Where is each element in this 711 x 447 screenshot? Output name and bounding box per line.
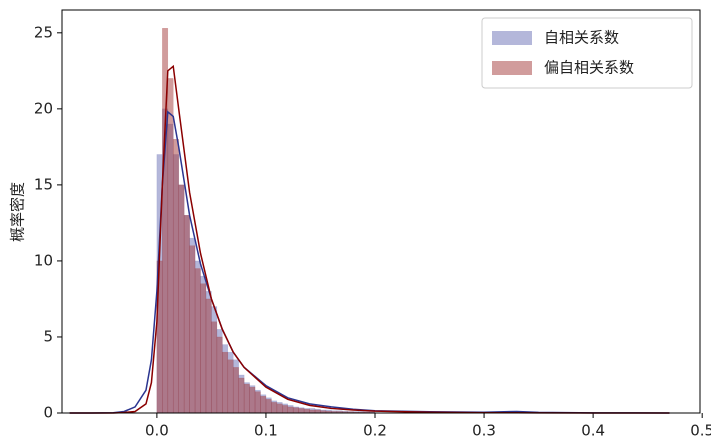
hist-bar bbox=[194, 268, 201, 414]
x-tick-label: 0.1 bbox=[254, 422, 278, 440]
hist-bar bbox=[183, 215, 190, 414]
hist-bar bbox=[189, 245, 196, 414]
legend-label: 自相关系数 bbox=[544, 29, 619, 47]
hist-bar bbox=[222, 351, 229, 414]
hist-bar bbox=[265, 399, 272, 414]
legend-box bbox=[481, 17, 693, 89]
hist-bar bbox=[205, 298, 212, 414]
hist-bar bbox=[260, 396, 267, 414]
hist-bar bbox=[178, 184, 185, 414]
y-tick-label: 25 bbox=[34, 23, 53, 41]
hist-bar bbox=[282, 405, 289, 414]
hist-bar bbox=[303, 408, 310, 414]
hist-bar bbox=[271, 402, 278, 414]
hist-bar bbox=[232, 367, 239, 414]
y-tick-label: 10 bbox=[34, 251, 53, 269]
x-tick-label: 0.3 bbox=[472, 422, 496, 440]
y-tick-label: 5 bbox=[43, 327, 53, 345]
kde-line bbox=[69, 64, 670, 414]
y-tick-label: 0 bbox=[43, 404, 53, 422]
x-tick-label: 0.0 bbox=[145, 422, 169, 440]
hist-bar bbox=[287, 406, 294, 414]
hist-bar bbox=[211, 321, 218, 414]
hist-bar bbox=[227, 359, 234, 414]
hist-bar bbox=[249, 386, 256, 414]
hist-bar bbox=[200, 283, 207, 414]
x-tick-label: 0.2 bbox=[363, 422, 387, 440]
hist-bar bbox=[243, 383, 250, 414]
x-tick-label: 0.5 bbox=[690, 422, 711, 440]
hist-bar bbox=[254, 391, 261, 414]
hist-bar bbox=[238, 377, 245, 414]
y-tick-label: 15 bbox=[34, 175, 53, 193]
hist-bar bbox=[216, 336, 223, 414]
y-axis-label: 概率密度 bbox=[9, 182, 27, 242]
legend-swatch bbox=[492, 61, 532, 75]
hist-bar bbox=[292, 407, 299, 414]
legend-swatch bbox=[492, 31, 532, 45]
hist-bar bbox=[167, 78, 174, 414]
hist-bar bbox=[172, 139, 179, 414]
hist-bar bbox=[276, 403, 283, 414]
y-tick-label: 20 bbox=[34, 99, 53, 117]
legend-label: 偏自相关系数 bbox=[544, 59, 634, 77]
plot-frame bbox=[61, 9, 701, 414]
x-tick-label: 0.4 bbox=[581, 422, 605, 440]
hist-bar bbox=[298, 408, 305, 414]
